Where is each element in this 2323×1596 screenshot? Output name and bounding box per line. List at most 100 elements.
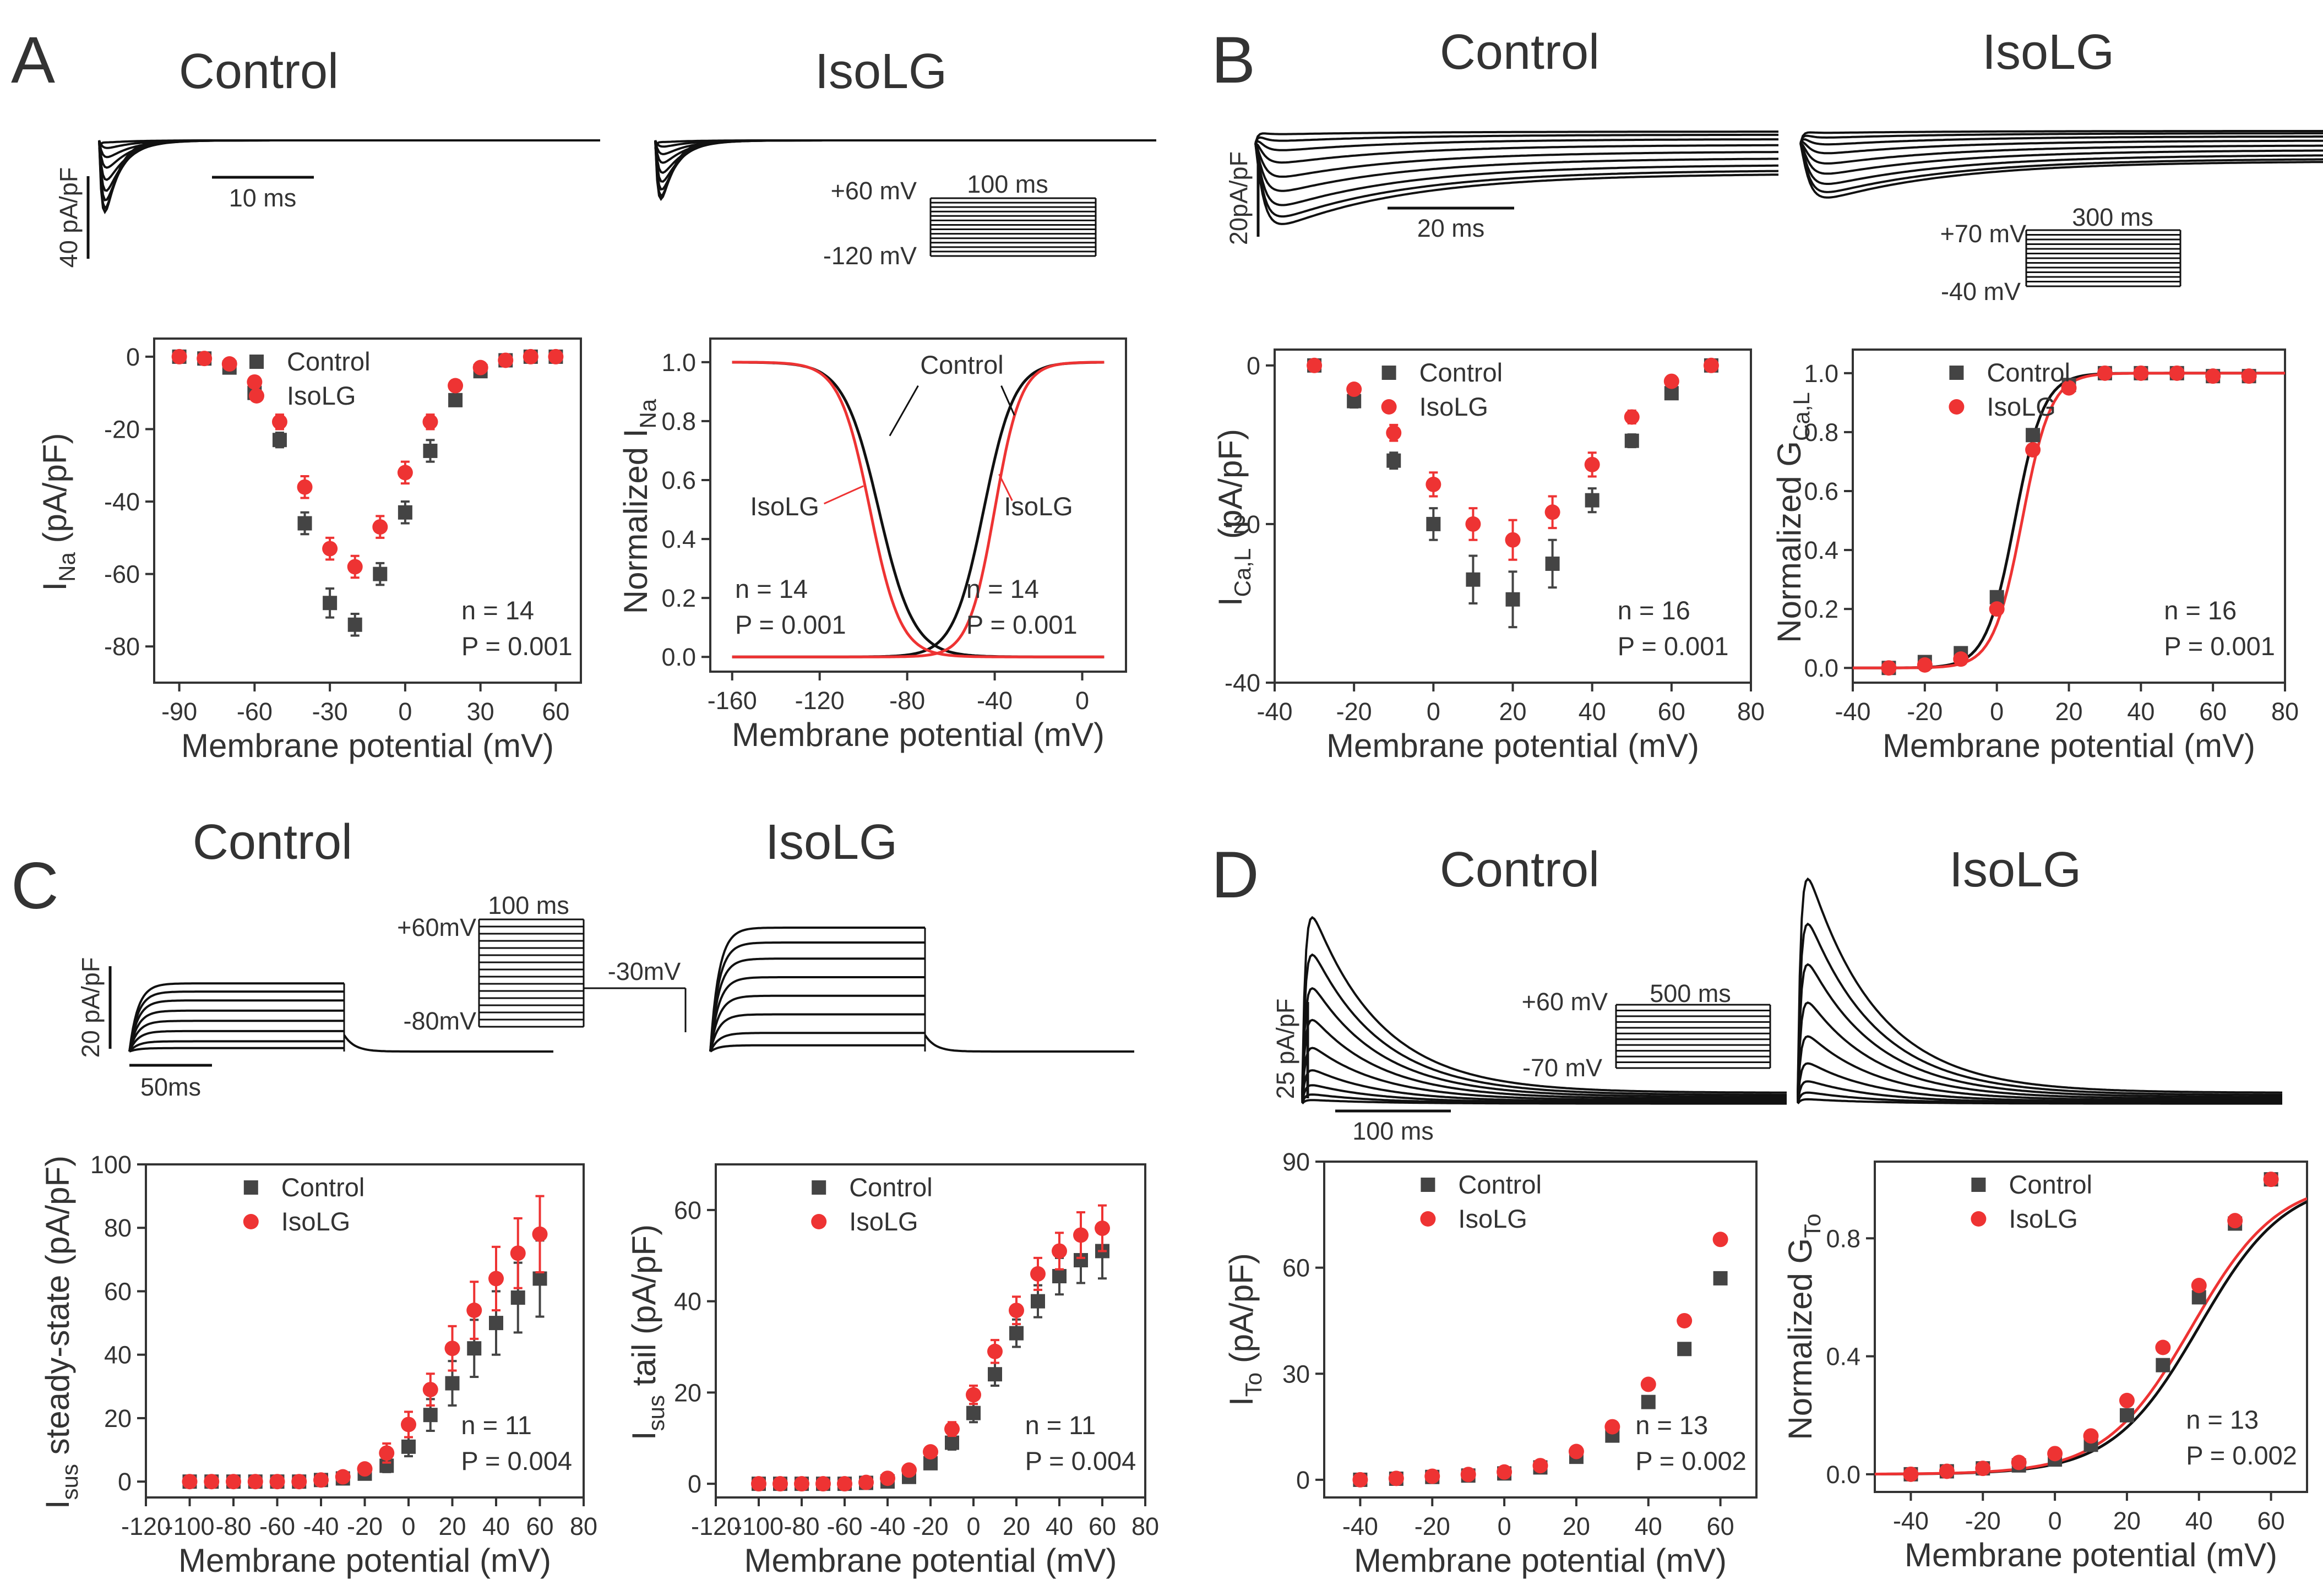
y-tick-label: 30 bbox=[1282, 1360, 1310, 1388]
x-tick-label: 0 bbox=[966, 1512, 980, 1540]
y-tick-label: 40 bbox=[104, 1341, 132, 1369]
legend-label: IsoLG bbox=[849, 1207, 918, 1236]
data-point-isolg bbox=[335, 1469, 351, 1485]
data-point-isolg bbox=[1307, 357, 1323, 373]
data-point-isolg bbox=[944, 1421, 960, 1437]
y-axis-title-sub: To bbox=[1241, 1372, 1266, 1397]
data-point-control bbox=[945, 1435, 959, 1450]
na-trace bbox=[654, 139, 1156, 174]
data-point-isolg bbox=[1881, 660, 1897, 676]
data-point-isolg bbox=[1095, 1221, 1110, 1237]
y-axis-title-sub: To bbox=[1799, 1213, 1825, 1238]
y-axis-title-unit: tail (pA/pF) bbox=[625, 1224, 662, 1395]
data-point-isolg bbox=[488, 1271, 504, 1287]
x-tick-label: 0 bbox=[1075, 687, 1089, 715]
y-tick-label: 0.6 bbox=[1804, 477, 1838, 505]
data-point-isolg bbox=[966, 1387, 981, 1403]
stat-n: n = 13 bbox=[1635, 1410, 1708, 1440]
data-point-isolg bbox=[1030, 1266, 1046, 1282]
x-tick-label: 0 bbox=[398, 698, 412, 726]
y-axis-title-main: I bbox=[1212, 597, 1249, 606]
data-point-isolg bbox=[1703, 357, 1719, 373]
ca-trace bbox=[1799, 135, 2323, 146]
x-tick-label: -20 bbox=[347, 1512, 383, 1540]
data-point-control bbox=[1426, 516, 1441, 531]
y-axis-title: Normalized GCa,L bbox=[1771, 392, 1814, 643]
x-axis-title: Membrane potential (mV) bbox=[181, 727, 554, 764]
chart-c-steady-state: -120-100 -80 -60 -40 -20 0 20 40 60 80 0 20 40 60 80 10… bbox=[39, 1151, 597, 1579]
k-tail bbox=[343, 1034, 553, 1053]
y-tick-label: 0 bbox=[1247, 352, 1260, 380]
stat-n: n = 11 bbox=[1025, 1410, 1096, 1440]
x-tick-label: 60 bbox=[2199, 698, 2227, 726]
a-title-control: Control bbox=[179, 44, 339, 99]
data-point-isolg bbox=[182, 1474, 198, 1490]
k-trace bbox=[128, 982, 344, 1052]
a-scalebar-x-label: 10 ms bbox=[229, 184, 297, 212]
ca-trace bbox=[1254, 143, 1778, 206]
data-point-isolg bbox=[448, 378, 464, 394]
legend-label: Control bbox=[2009, 1170, 2092, 1199]
ca-trace bbox=[1799, 130, 2323, 144]
data-point-isolg bbox=[1505, 532, 1521, 548]
y-tick-label: 0.8 bbox=[1826, 1224, 1860, 1252]
data-point-isolg bbox=[548, 348, 564, 364]
x-axis-title: Membrane potential (mV) bbox=[1326, 727, 1699, 764]
data-point-isolg bbox=[247, 1474, 263, 1490]
b-protocol-vhigh: +70 mV bbox=[1940, 220, 2026, 248]
panel-label-c: C bbox=[11, 849, 59, 923]
ca-trace bbox=[1254, 143, 1778, 225]
data-point-control bbox=[1677, 1342, 1692, 1357]
panel-label-b: B bbox=[1211, 23, 1255, 97]
stat-p: P = 0.004 bbox=[1025, 1446, 1136, 1475]
legend-label: IsoLG bbox=[281, 1207, 350, 1236]
x-axis-title: Membrane potential (mV) bbox=[178, 1542, 551, 1579]
label-isolg-right: IsoLG bbox=[1004, 492, 1073, 521]
y-axis-title: INa (pA/pF) bbox=[36, 433, 80, 591]
data-point-isolg bbox=[2083, 1428, 2099, 1444]
stat-left-n: n = 14 bbox=[735, 574, 808, 603]
y-tick-label: 0.0 bbox=[661, 643, 696, 671]
a-protocol-vhigh: +60 mV bbox=[831, 177, 917, 205]
data-point-isolg bbox=[2119, 1392, 2135, 1408]
data-point-control bbox=[373, 567, 388, 581]
data-point-control bbox=[510, 1290, 525, 1305]
ito-trace bbox=[1301, 1047, 1787, 1102]
data-point-control bbox=[1009, 1326, 1024, 1341]
b-title-control: Control bbox=[1440, 25, 1600, 80]
data-point-isolg bbox=[1388, 1470, 1404, 1486]
y-tick-label: 100 bbox=[90, 1151, 132, 1179]
legend-label: Control bbox=[1419, 358, 1503, 387]
a-scalebar-y-label: 40 pA/pF bbox=[55, 167, 83, 268]
ito-trace bbox=[1797, 1062, 2282, 1103]
data-point-isolg bbox=[1460, 1467, 1476, 1483]
data-point-isolg bbox=[772, 1476, 788, 1492]
x-tick-label: 0 bbox=[401, 1512, 415, 1540]
x-tick-label: 40 bbox=[2185, 1507, 2213, 1535]
data-point-isolg bbox=[2241, 368, 2257, 384]
y-tick-label: -80 bbox=[104, 633, 140, 661]
leader-control-right bbox=[1000, 385, 1015, 416]
legend-marker-isolg bbox=[1381, 399, 1397, 415]
y-tick-label: 0.4 bbox=[1804, 536, 1838, 564]
panel-label-d: D bbox=[1211, 838, 1259, 912]
k-trace bbox=[128, 1009, 344, 1052]
y-axis-title: Isus steady-state (pA/pF) bbox=[39, 1156, 83, 1509]
ito-trace bbox=[1301, 953, 1787, 1096]
data-point-control bbox=[1386, 453, 1401, 468]
y-axis-title-sub: Ca,L bbox=[1229, 548, 1255, 597]
stat-n: n = 11 bbox=[461, 1410, 532, 1440]
y-axis-title-main: I bbox=[39, 1500, 76, 1509]
y-axis-title-sub: Ca,L bbox=[1788, 392, 1814, 441]
data-point-isolg bbox=[422, 1382, 438, 1398]
y-tick-label: 0 bbox=[688, 1470, 701, 1498]
data-point-isolg bbox=[1953, 651, 1969, 667]
ito-trace bbox=[1301, 987, 1787, 1098]
data-point-isolg bbox=[2227, 1213, 2243, 1229]
legend-label: Control bbox=[281, 1173, 365, 1202]
data-point-isolg bbox=[532, 1226, 548, 1242]
data-point-isolg bbox=[372, 519, 388, 535]
a-traces-isolg bbox=[654, 139, 1156, 201]
ca-trace bbox=[1799, 142, 2323, 165]
data-point-isolg bbox=[171, 348, 187, 364]
